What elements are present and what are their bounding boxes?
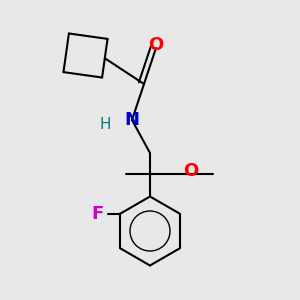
Text: O: O — [148, 36, 164, 54]
Text: H: H — [99, 117, 111, 132]
Text: O: O — [183, 162, 198, 180]
Text: F: F — [92, 205, 104, 223]
Text: N: N — [124, 111, 140, 129]
